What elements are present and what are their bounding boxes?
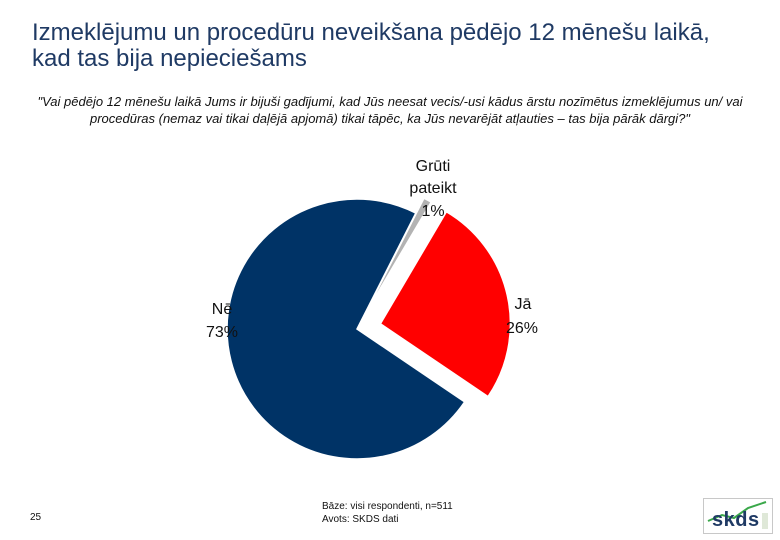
- label-ja-name: Jā: [515, 296, 532, 313]
- label-gruti-line1: Grūti: [416, 158, 451, 175]
- label-gruti-line2: pateikt: [409, 180, 457, 197]
- pie-slice-nē: [226, 198, 466, 460]
- footer-base: Bāze: visi respondenti, n=511: [322, 501, 453, 512]
- survey-question: "Vai pēdējo 12 mēnešu laikā Jums ir biju…: [37, 94, 743, 126]
- label-ja-value: 26%: [506, 320, 538, 337]
- label-ne-value: 73%: [206, 324, 238, 341]
- pie-slices: [226, 197, 512, 460]
- label-ne-name: Nē: [212, 301, 233, 318]
- logo-text: skds: [712, 509, 760, 531]
- pie-slice-jā: [379, 210, 512, 398]
- footer-source: Avots: SKDS dati: [322, 514, 399, 525]
- label-gruti-value: 1%: [421, 203, 444, 220]
- footer-notes: Bāze: visi respondenti, n=511 Avots: SKD…: [322, 500, 453, 526]
- page-title: Izmeklējumu un procedūru neveikšana pēdē…: [32, 19, 710, 72]
- page-number: 25: [30, 512, 42, 523]
- pie-slice-grūti-pateikt: [364, 197, 433, 315]
- skds-logo: skds: [703, 498, 773, 534]
